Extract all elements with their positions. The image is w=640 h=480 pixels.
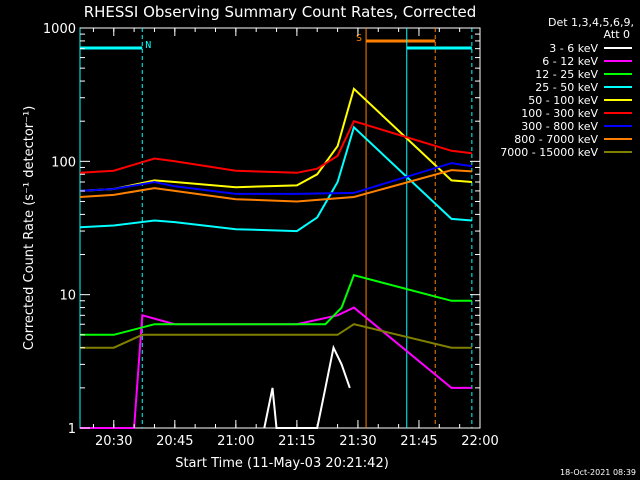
- annotation-label: S: [356, 33, 362, 44]
- annotations-layer: NS: [79, 28, 473, 428]
- series-line: [80, 274, 472, 336]
- series-line: [79, 169, 472, 203]
- legend-label: 3 - 6 keV: [549, 42, 598, 55]
- legend-label: 25 - 50 keV: [535, 81, 598, 94]
- legend-label: 7000 - 15000 keV: [500, 146, 598, 159]
- legend-header-line-2: Att 0: [604, 28, 630, 41]
- legend-label: 800 - 7000 keV: [514, 133, 598, 146]
- x-tick-label: 20:30: [95, 434, 132, 449]
- legend-label: 6 - 12 keV: [542, 55, 598, 68]
- chart-title: RHESSI Observing Summary Count Rates, Co…: [84, 3, 477, 21]
- series-line: [79, 162, 473, 195]
- x-tick-label: 22:00: [461, 434, 498, 449]
- x-tick-label: 20:45: [156, 434, 193, 449]
- y-axis-label: Corrected Count Rate (s⁻¹ detector⁻¹): [22, 106, 37, 351]
- legend-label: 12 - 25 keV: [535, 68, 598, 81]
- annotation-label: N: [145, 40, 151, 51]
- legend-label: 50 - 100 keV: [528, 94, 598, 107]
- series-line: [80, 323, 472, 349]
- x-axis-label: Start Time (11-May-03 20:21:42): [175, 456, 389, 471]
- y-tick-label: 1000: [43, 22, 76, 37]
- legend-header-line-1: Det 1,3,4,5,6,9,: [548, 16, 634, 29]
- x-tick-label: 21:00: [217, 434, 254, 449]
- x-tick-label: 21:30: [339, 434, 376, 449]
- series-line: [79, 119, 473, 174]
- y-tick-label: 10: [59, 289, 76, 304]
- legend-label: 300 - 800 keV: [521, 120, 598, 133]
- series-line: [79, 125, 472, 233]
- axes-layer: 20:30 20:45 21:00 21:15 21:30 21:45 22:00 1 10 10…: [43, 22, 499, 449]
- y-tick-label: 100: [51, 155, 76, 170]
- y-tick-label: 1: [68, 422, 76, 437]
- x-tick-label: 21:15: [278, 434, 315, 449]
- series-line: [79, 86, 472, 192]
- legend-label: 100 - 300 keV: [521, 107, 598, 120]
- x-tick-label: 21:45: [400, 434, 437, 449]
- footer-date: 18-Oct-2021 08:39: [560, 468, 636, 477]
